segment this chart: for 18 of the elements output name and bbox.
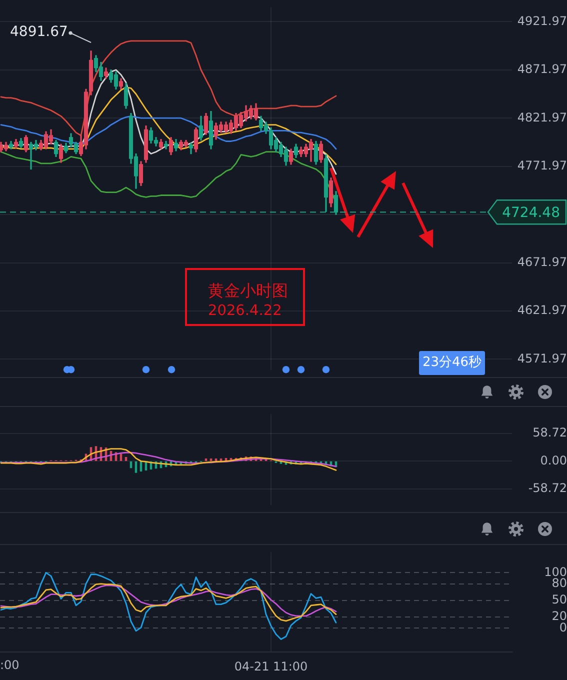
y-tick-label: 4571.97 xyxy=(517,351,567,366)
y-tick-label: -58.72 xyxy=(528,481,567,496)
y-tick-label: 4621.97 xyxy=(517,303,567,318)
y-tick-label: 4771.97 xyxy=(517,158,567,172)
text: :00 xyxy=(0,658,20,673)
y-tick-label: 4921.97 xyxy=(517,14,567,28)
y-tick-label: 50 xyxy=(552,592,567,607)
annotation: 2026.4.22 xyxy=(208,303,282,320)
y-tick-label: 4671.97 xyxy=(517,254,567,269)
y-tick-label: 4871.97 xyxy=(517,62,567,76)
annotation: 黄金小时图 xyxy=(208,281,288,300)
annotation: 4891.67 xyxy=(10,24,68,40)
x-tick-label: 04-21 11:00 xyxy=(234,659,308,674)
text: 23分46秒 xyxy=(419,351,485,375)
y-tick-label: 4821.97 xyxy=(517,110,567,124)
y-tick-label: 0.00 xyxy=(540,453,567,468)
ref-line-label: 4724.48 xyxy=(502,204,560,221)
y-tick-label: 58.72 xyxy=(532,425,567,440)
